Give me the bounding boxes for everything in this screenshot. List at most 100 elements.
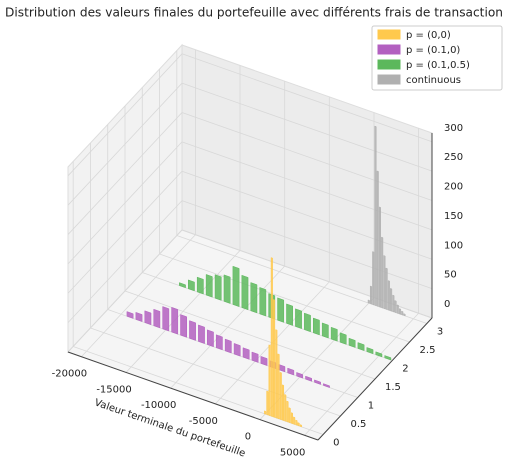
grid-line xyxy=(181,82,433,172)
bar xyxy=(286,400,289,423)
grid-line xyxy=(90,327,341,417)
bar xyxy=(381,236,384,309)
legend-label: p = (0.1,0.5) xyxy=(406,60,470,71)
bar xyxy=(321,322,329,339)
bar xyxy=(296,372,304,379)
bar xyxy=(286,303,293,326)
bar xyxy=(403,313,406,317)
bar xyxy=(180,314,187,338)
bars xyxy=(126,125,406,428)
bar xyxy=(270,257,273,418)
legend-label: p = (0,0) xyxy=(406,30,451,41)
bar xyxy=(367,299,370,304)
bar xyxy=(288,407,291,424)
bar xyxy=(205,274,213,298)
bar xyxy=(259,287,267,317)
bar xyxy=(171,306,179,335)
bar xyxy=(383,255,386,310)
legend-swatch xyxy=(377,74,401,85)
bar xyxy=(396,304,399,314)
bar xyxy=(126,311,134,319)
bar xyxy=(207,329,214,348)
bar xyxy=(266,390,269,416)
grid-line xyxy=(181,141,433,231)
bar xyxy=(135,311,143,322)
bar xyxy=(339,332,347,345)
grid-line xyxy=(181,170,433,260)
bar xyxy=(260,355,268,366)
z-tick-label: 150 xyxy=(444,211,463,222)
x-axis xyxy=(67,351,319,441)
bar xyxy=(215,334,223,351)
x-tick-label: -5000 xyxy=(189,416,218,427)
y-tick-label: 3 xyxy=(437,327,443,338)
bar xyxy=(366,347,374,355)
bar xyxy=(268,344,271,417)
bar xyxy=(314,379,321,385)
z-tick-label: 100 xyxy=(444,240,463,251)
bar xyxy=(189,320,196,341)
bar xyxy=(375,351,383,358)
bar xyxy=(196,276,204,295)
y-tick-label: 1 xyxy=(368,400,374,411)
bar xyxy=(390,288,393,312)
bar xyxy=(214,274,222,301)
x-tick-label: -20000 xyxy=(52,369,87,380)
y-tick-label: 2 xyxy=(402,364,408,375)
z-tick-label: 200 xyxy=(444,182,463,193)
y-tick-label: 0 xyxy=(333,437,339,448)
legend-box xyxy=(371,25,503,91)
z-tick-label: 250 xyxy=(444,152,463,163)
grid-line xyxy=(159,253,410,343)
bar xyxy=(387,280,390,311)
bar xyxy=(264,410,267,415)
bar xyxy=(374,125,377,307)
bar xyxy=(401,310,404,316)
x-tick-label: -10000 xyxy=(141,400,176,411)
legend-swatch xyxy=(377,29,401,40)
y-tick-label: 0.5 xyxy=(350,419,366,430)
bar xyxy=(348,337,356,348)
bar xyxy=(305,375,312,382)
legend-swatch xyxy=(377,44,401,55)
bar xyxy=(299,424,302,428)
grid-line xyxy=(124,290,376,380)
bar xyxy=(241,274,249,311)
bar xyxy=(372,251,375,306)
bar xyxy=(376,170,379,307)
z-tick-label: 50 xyxy=(444,270,457,281)
bar xyxy=(287,367,295,376)
bar xyxy=(313,317,320,336)
bar xyxy=(295,419,298,426)
bar xyxy=(162,306,170,332)
grid-line xyxy=(181,200,433,290)
bar xyxy=(277,297,285,323)
bar xyxy=(233,343,241,357)
z-tick-label: 0 xyxy=(444,299,450,310)
grid-line xyxy=(181,53,433,143)
bar xyxy=(330,326,338,342)
bar xyxy=(399,308,402,315)
bar xyxy=(290,412,293,425)
bar xyxy=(304,312,311,333)
bar xyxy=(179,282,186,289)
legend-swatch xyxy=(377,59,401,70)
y-tick-label: 2.5 xyxy=(420,345,436,356)
grid-line xyxy=(67,229,183,353)
bar xyxy=(232,265,240,307)
bar xyxy=(297,422,300,427)
bar xyxy=(273,299,276,418)
bar xyxy=(277,353,280,420)
chart-title: Distribution des valeurs finales du port… xyxy=(5,5,503,20)
bar xyxy=(284,394,287,422)
bar xyxy=(188,279,195,292)
bar xyxy=(384,355,392,361)
bar xyxy=(392,294,395,313)
grid-line xyxy=(67,141,183,265)
bar xyxy=(198,324,205,344)
bar xyxy=(394,300,397,314)
y-tick-label: 1.5 xyxy=(385,382,401,393)
x-tick-label: 5000 xyxy=(280,447,305,458)
bar xyxy=(357,342,365,351)
bar xyxy=(275,329,278,419)
